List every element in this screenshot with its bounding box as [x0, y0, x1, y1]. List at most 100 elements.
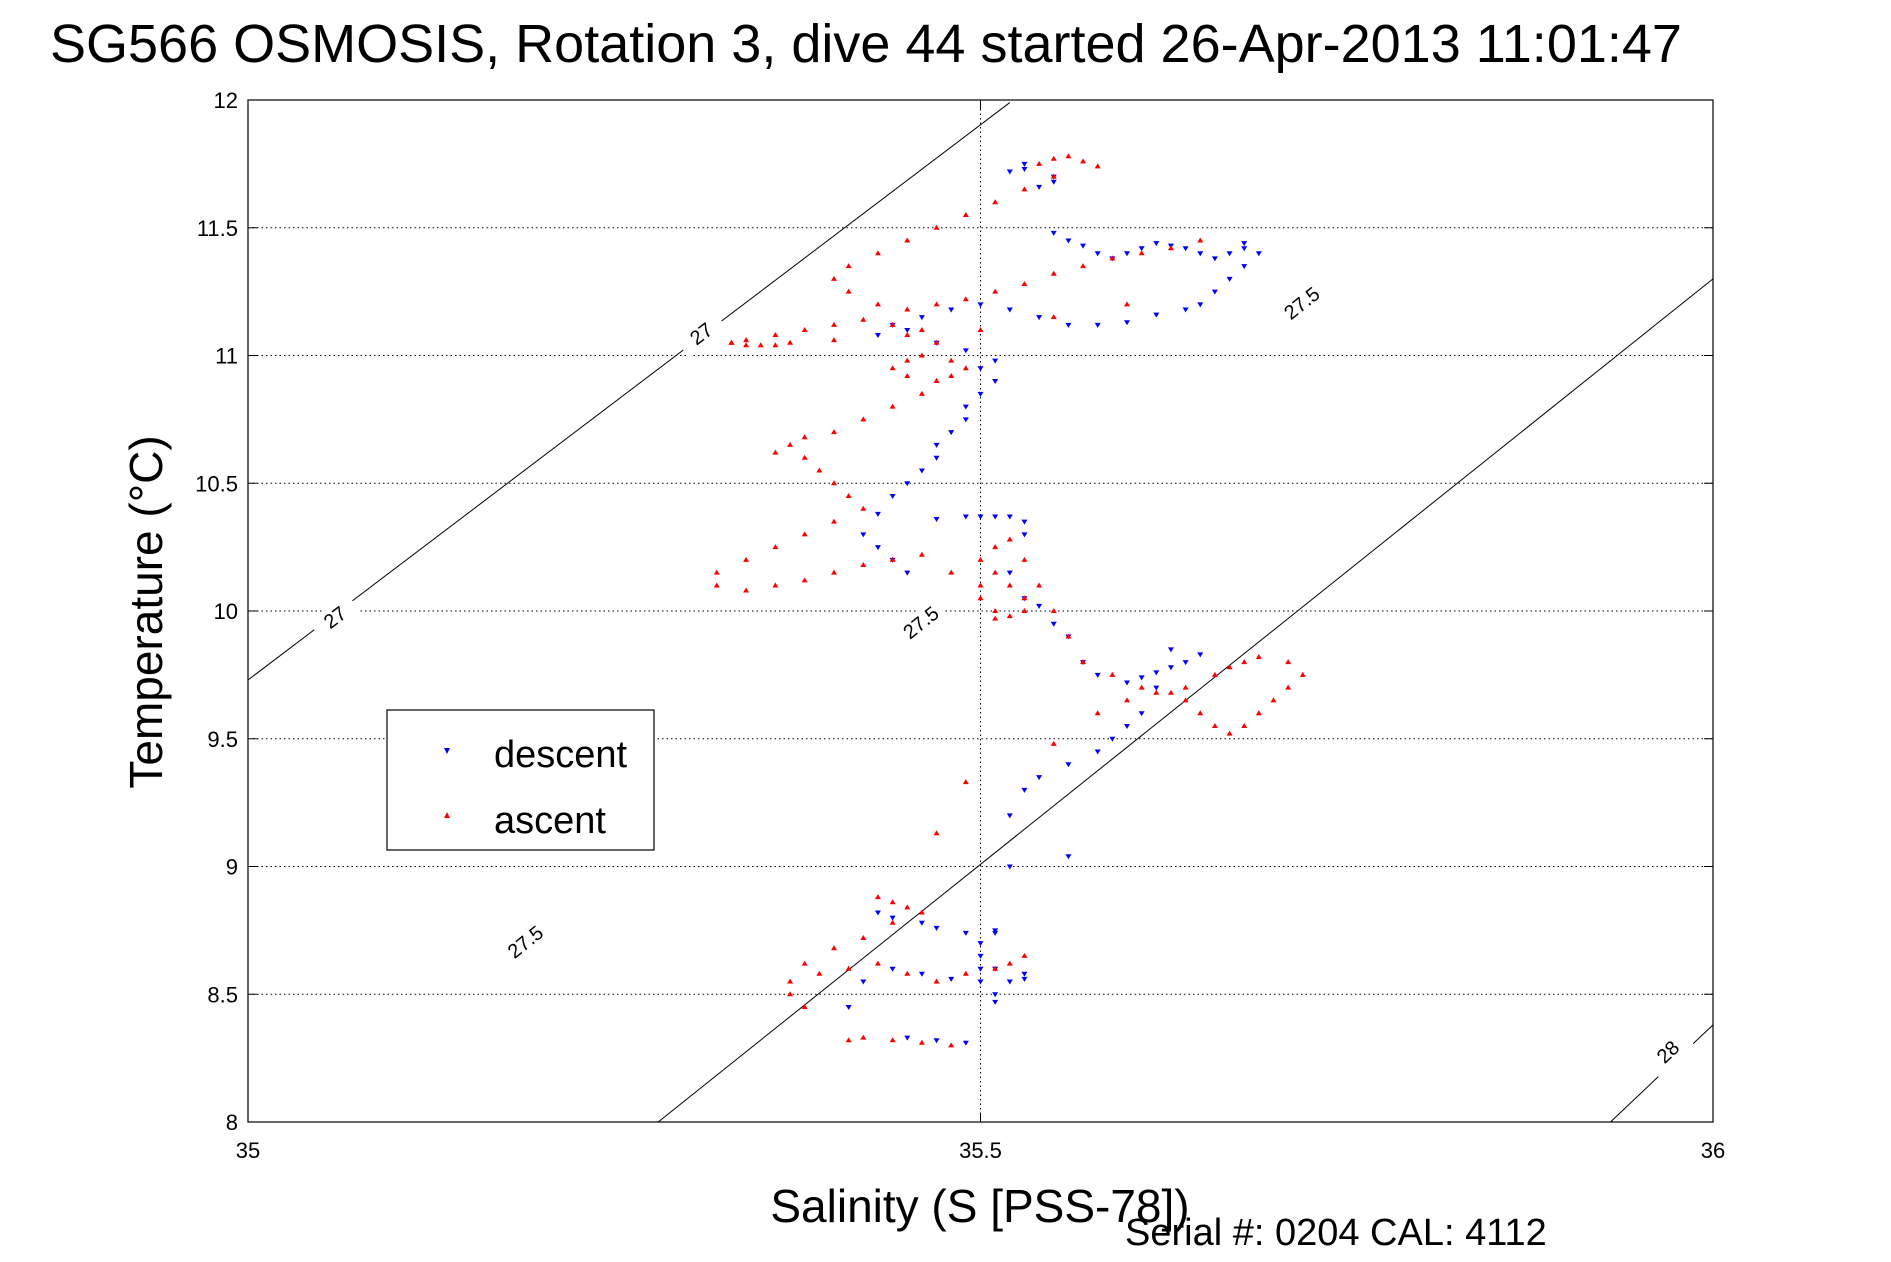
descent-point — [992, 514, 999, 520]
ascent-point — [962, 970, 969, 976]
ascent-point — [918, 326, 925, 332]
ascent-point — [889, 556, 896, 562]
ascent-point — [904, 970, 911, 976]
descent-point — [1094, 322, 1101, 328]
descent-point — [948, 430, 955, 436]
ascent-point — [1255, 710, 1262, 716]
ascent-point — [1021, 556, 1028, 562]
ascent-point — [1036, 160, 1043, 166]
descent-point — [1226, 251, 1233, 257]
ascent-point — [1109, 671, 1116, 677]
descent-point — [977, 302, 984, 308]
isopycnal-label-bg — [895, 598, 948, 648]
ascent-point — [743, 337, 750, 343]
ascent-point — [1006, 960, 1013, 966]
descent-point — [1065, 238, 1072, 244]
descent-point — [1138, 711, 1145, 717]
descent-point — [977, 941, 984, 947]
descent-point — [933, 517, 940, 523]
descent-point — [874, 545, 881, 551]
isopycnal-label-bg — [1275, 279, 1329, 328]
ascent-point — [1226, 730, 1233, 736]
descent-point — [1153, 241, 1160, 247]
ascent-point — [992, 608, 999, 613]
ascent-point — [1080, 659, 1087, 665]
descent-point — [1153, 312, 1160, 318]
descent-point — [904, 1035, 911, 1041]
ascent-point — [816, 970, 823, 976]
ascent-point — [801, 1004, 808, 1010]
ascent-point — [1182, 697, 1189, 703]
descent-point — [1021, 532, 1028, 538]
ascent-point — [831, 518, 837, 524]
ascent-point — [1167, 245, 1174, 251]
descent-point — [962, 348, 969, 354]
ascent-point — [860, 316, 867, 322]
ascent-point — [918, 352, 925, 358]
descent-point — [1167, 665, 1174, 671]
ascent-point — [918, 1039, 925, 1045]
descent-point — [1124, 680, 1130, 686]
descent-point — [1124, 251, 1130, 257]
ascent-point — [962, 296, 969, 302]
descent-point — [977, 966, 984, 972]
descent-point — [845, 1005, 852, 1011]
ascent-point — [874, 301, 881, 307]
ascent-point — [1050, 608, 1057, 613]
ascent-point — [831, 275, 837, 281]
ascent-point — [772, 332, 779, 338]
descent-point — [1094, 672, 1101, 678]
ascent-point — [845, 493, 852, 499]
descent-point — [1211, 256, 1218, 262]
y-axis-label: Temperature (°C) — [120, 435, 172, 788]
descent-point — [1050, 230, 1057, 236]
ascent-point — [743, 342, 750, 348]
ascent-point — [874, 250, 881, 256]
ascent-point — [860, 416, 867, 422]
x-tick-label: 35.5 — [959, 1138, 1002, 1163]
ascent-point — [918, 909, 925, 915]
ascent-point — [962, 211, 969, 217]
ascent-point — [1065, 153, 1072, 159]
ascent-point — [918, 390, 925, 396]
ascent-point — [904, 237, 911, 243]
ascent-point — [1021, 280, 1028, 286]
descent-point — [874, 910, 881, 916]
descent-point — [860, 979, 867, 985]
ascent-point — [845, 965, 852, 971]
ascent-point — [1241, 722, 1248, 728]
ascent-point — [962, 779, 969, 785]
ascent-point — [1197, 710, 1204, 716]
descent-point — [1036, 775, 1043, 781]
ascent-point — [787, 441, 794, 447]
ascent-point — [1153, 689, 1160, 695]
descent-point — [1255, 251, 1262, 257]
descent-point — [918, 468, 925, 474]
descent-point — [1006, 514, 1013, 520]
legend: descent ascent — [386, 709, 655, 851]
ascent-point — [1065, 633, 1072, 639]
descent-point — [933, 1038, 940, 1044]
ascent-point — [1211, 722, 1218, 728]
descent-point — [1167, 647, 1174, 653]
descent-point — [1021, 976, 1028, 982]
descent-point — [1006, 169, 1013, 175]
descent-point — [977, 979, 984, 985]
descent-point — [1065, 762, 1072, 768]
descent-point — [977, 366, 984, 372]
ascent-point — [933, 378, 940, 384]
descent-point — [904, 481, 911, 487]
descent-point — [1241, 246, 1248, 252]
ascent-point — [772, 582, 779, 588]
descent-point — [904, 327, 911, 333]
ascent-point — [831, 321, 837, 327]
chart-title: SG566 OSMOSIS, Rotation 3, dive 44 start… — [50, 14, 1682, 74]
ascent-point — [860, 1034, 867, 1040]
ascent-point — [801, 434, 808, 440]
descent-point — [948, 307, 955, 313]
descent-point — [1021, 161, 1028, 167]
x-tick-label: 35 — [236, 1138, 260, 1163]
descent-point — [933, 455, 940, 461]
ascent-point — [1050, 740, 1057, 746]
ascent-point — [1285, 684, 1292, 690]
